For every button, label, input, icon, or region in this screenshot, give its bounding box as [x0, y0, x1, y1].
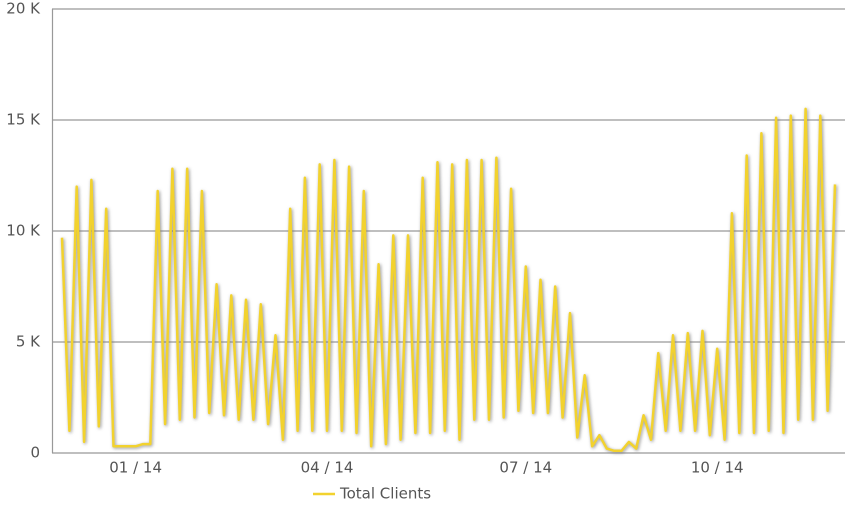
- y-tick-label: 0: [30, 444, 40, 462]
- y-tick-label: 10 K: [6, 222, 41, 240]
- x-tick-label: 01 / 14: [109, 459, 162, 477]
- x-tick-label: 07 / 14: [499, 459, 552, 477]
- y-tick-label: 5 K: [16, 333, 41, 351]
- x-tick-label: 04 / 14: [301, 459, 354, 477]
- legend-label: Total Clients: [339, 485, 431, 503]
- y-tick-label: 20 K: [6, 0, 41, 18]
- y-tick-label: 15 K: [6, 111, 41, 129]
- x-tick-label: 10 / 14: [691, 459, 744, 477]
- series-line: [60, 107, 837, 453]
